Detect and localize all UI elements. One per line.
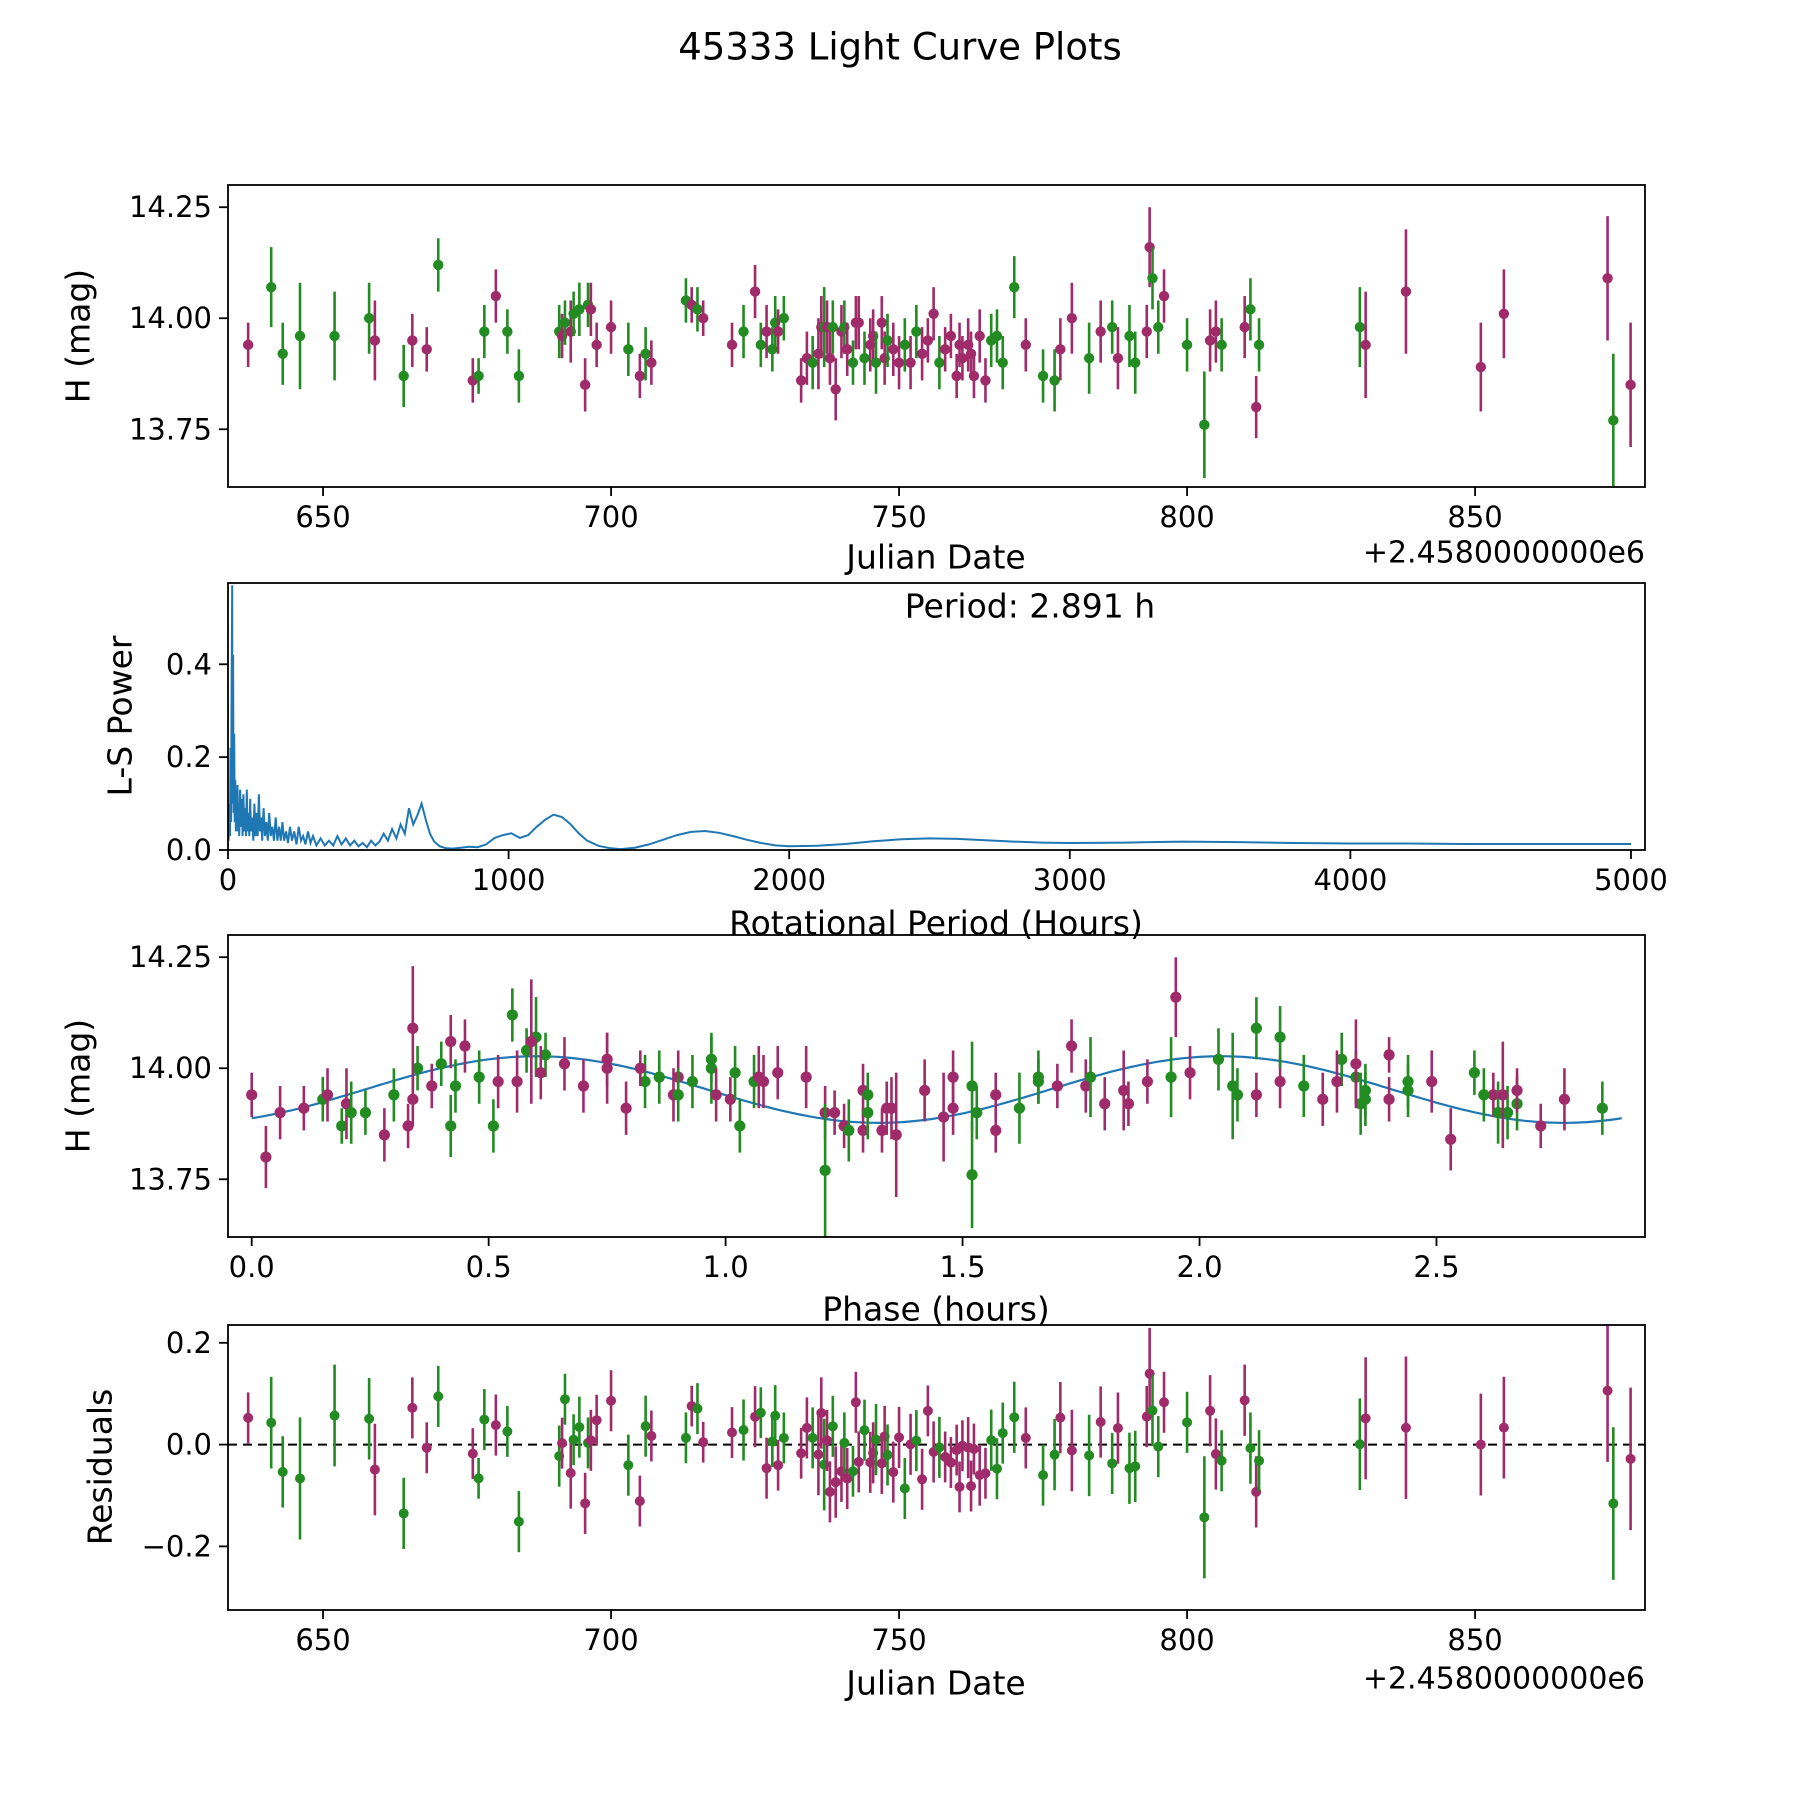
figure-title: 45333 Light Curve Plots xyxy=(678,25,1122,69)
svg-text:0.0: 0.0 xyxy=(166,1428,212,1462)
svg-text:2.5: 2.5 xyxy=(1413,1250,1459,1284)
periodogram-xlabel: Rotational Period (Hours) xyxy=(729,903,1143,943)
lightcurve-axis-offset: +2.4580000000e6 xyxy=(1362,535,1645,571)
residuals-axis-offset: +2.4580000000e6 xyxy=(1362,1661,1645,1697)
phase-panel: 0.0 0.5 1.0 1.5 2.0 2.5 13.75 14.00 14.25 xyxy=(129,934,1646,1284)
svg-text:−0.2: −0.2 xyxy=(142,1529,212,1563)
svg-text:0.0: 0.0 xyxy=(229,1250,275,1284)
svg-text:800: 800 xyxy=(1159,1623,1214,1657)
svg-text:13.75: 13.75 xyxy=(129,412,212,446)
svg-text:14.00: 14.00 xyxy=(129,301,212,335)
phase-ylabel: H (mag) xyxy=(58,1018,98,1154)
residuals-xlabel: Julian Date xyxy=(846,1663,1026,1703)
periodogram-ylabel: L-S Power xyxy=(100,635,140,797)
svg-text:0.2: 0.2 xyxy=(166,740,212,774)
svg-text:1.0: 1.0 xyxy=(703,1250,749,1284)
lightcurve-panel: 650 700 750 800 850 13.75 14.00 14.25 xyxy=(129,184,1646,534)
svg-text:3000: 3000 xyxy=(1033,863,1107,897)
residuals-ylabel: Residuals xyxy=(80,1388,120,1546)
svg-text:650: 650 xyxy=(295,1623,350,1657)
svg-text:1.5: 1.5 xyxy=(940,1250,986,1284)
svg-text:2000: 2000 xyxy=(752,863,826,897)
svg-text:14.25: 14.25 xyxy=(129,940,212,974)
svg-text:2.0: 2.0 xyxy=(1176,1250,1222,1284)
period-annotation: Period: 2.891 h xyxy=(904,586,1156,626)
svg-text:0.0: 0.0 xyxy=(166,833,212,867)
svg-text:0.5: 0.5 xyxy=(466,1250,512,1284)
svg-text:0.2: 0.2 xyxy=(166,1326,212,1360)
svg-text:800: 800 xyxy=(1159,500,1214,534)
svg-text:700: 700 xyxy=(583,1623,638,1657)
periodogram-panel: 0 1000 2000 3000 4000 5000 0.0 0.2 0.4 xyxy=(166,582,1668,897)
svg-text:750: 750 xyxy=(871,1623,926,1657)
lightcurve-xlabel: Julian Date xyxy=(846,537,1026,577)
svg-text:5000: 5000 xyxy=(1594,863,1668,897)
svg-text:14.25: 14.25 xyxy=(129,190,212,224)
svg-text:4000: 4000 xyxy=(1313,863,1387,897)
svg-text:1000: 1000 xyxy=(472,863,546,897)
svg-text:14.00: 14.00 xyxy=(129,1051,212,1085)
phase-xlabel: Phase (hours) xyxy=(822,1289,1050,1329)
residuals-panel: 650 700 750 800 850 −0.2 0.0 0.2 xyxy=(142,1324,1646,1657)
lightcurve-ylabel: H (mag) xyxy=(58,268,98,404)
svg-text:650: 650 xyxy=(295,500,350,534)
svg-text:700: 700 xyxy=(583,500,638,534)
svg-text:850: 850 xyxy=(1447,1623,1502,1657)
svg-text:0.4: 0.4 xyxy=(166,647,212,681)
svg-text:750: 750 xyxy=(871,500,926,534)
svg-text:0: 0 xyxy=(219,863,237,897)
svg-text:13.75: 13.75 xyxy=(129,1162,212,1196)
svg-text:850: 850 xyxy=(1447,500,1502,534)
